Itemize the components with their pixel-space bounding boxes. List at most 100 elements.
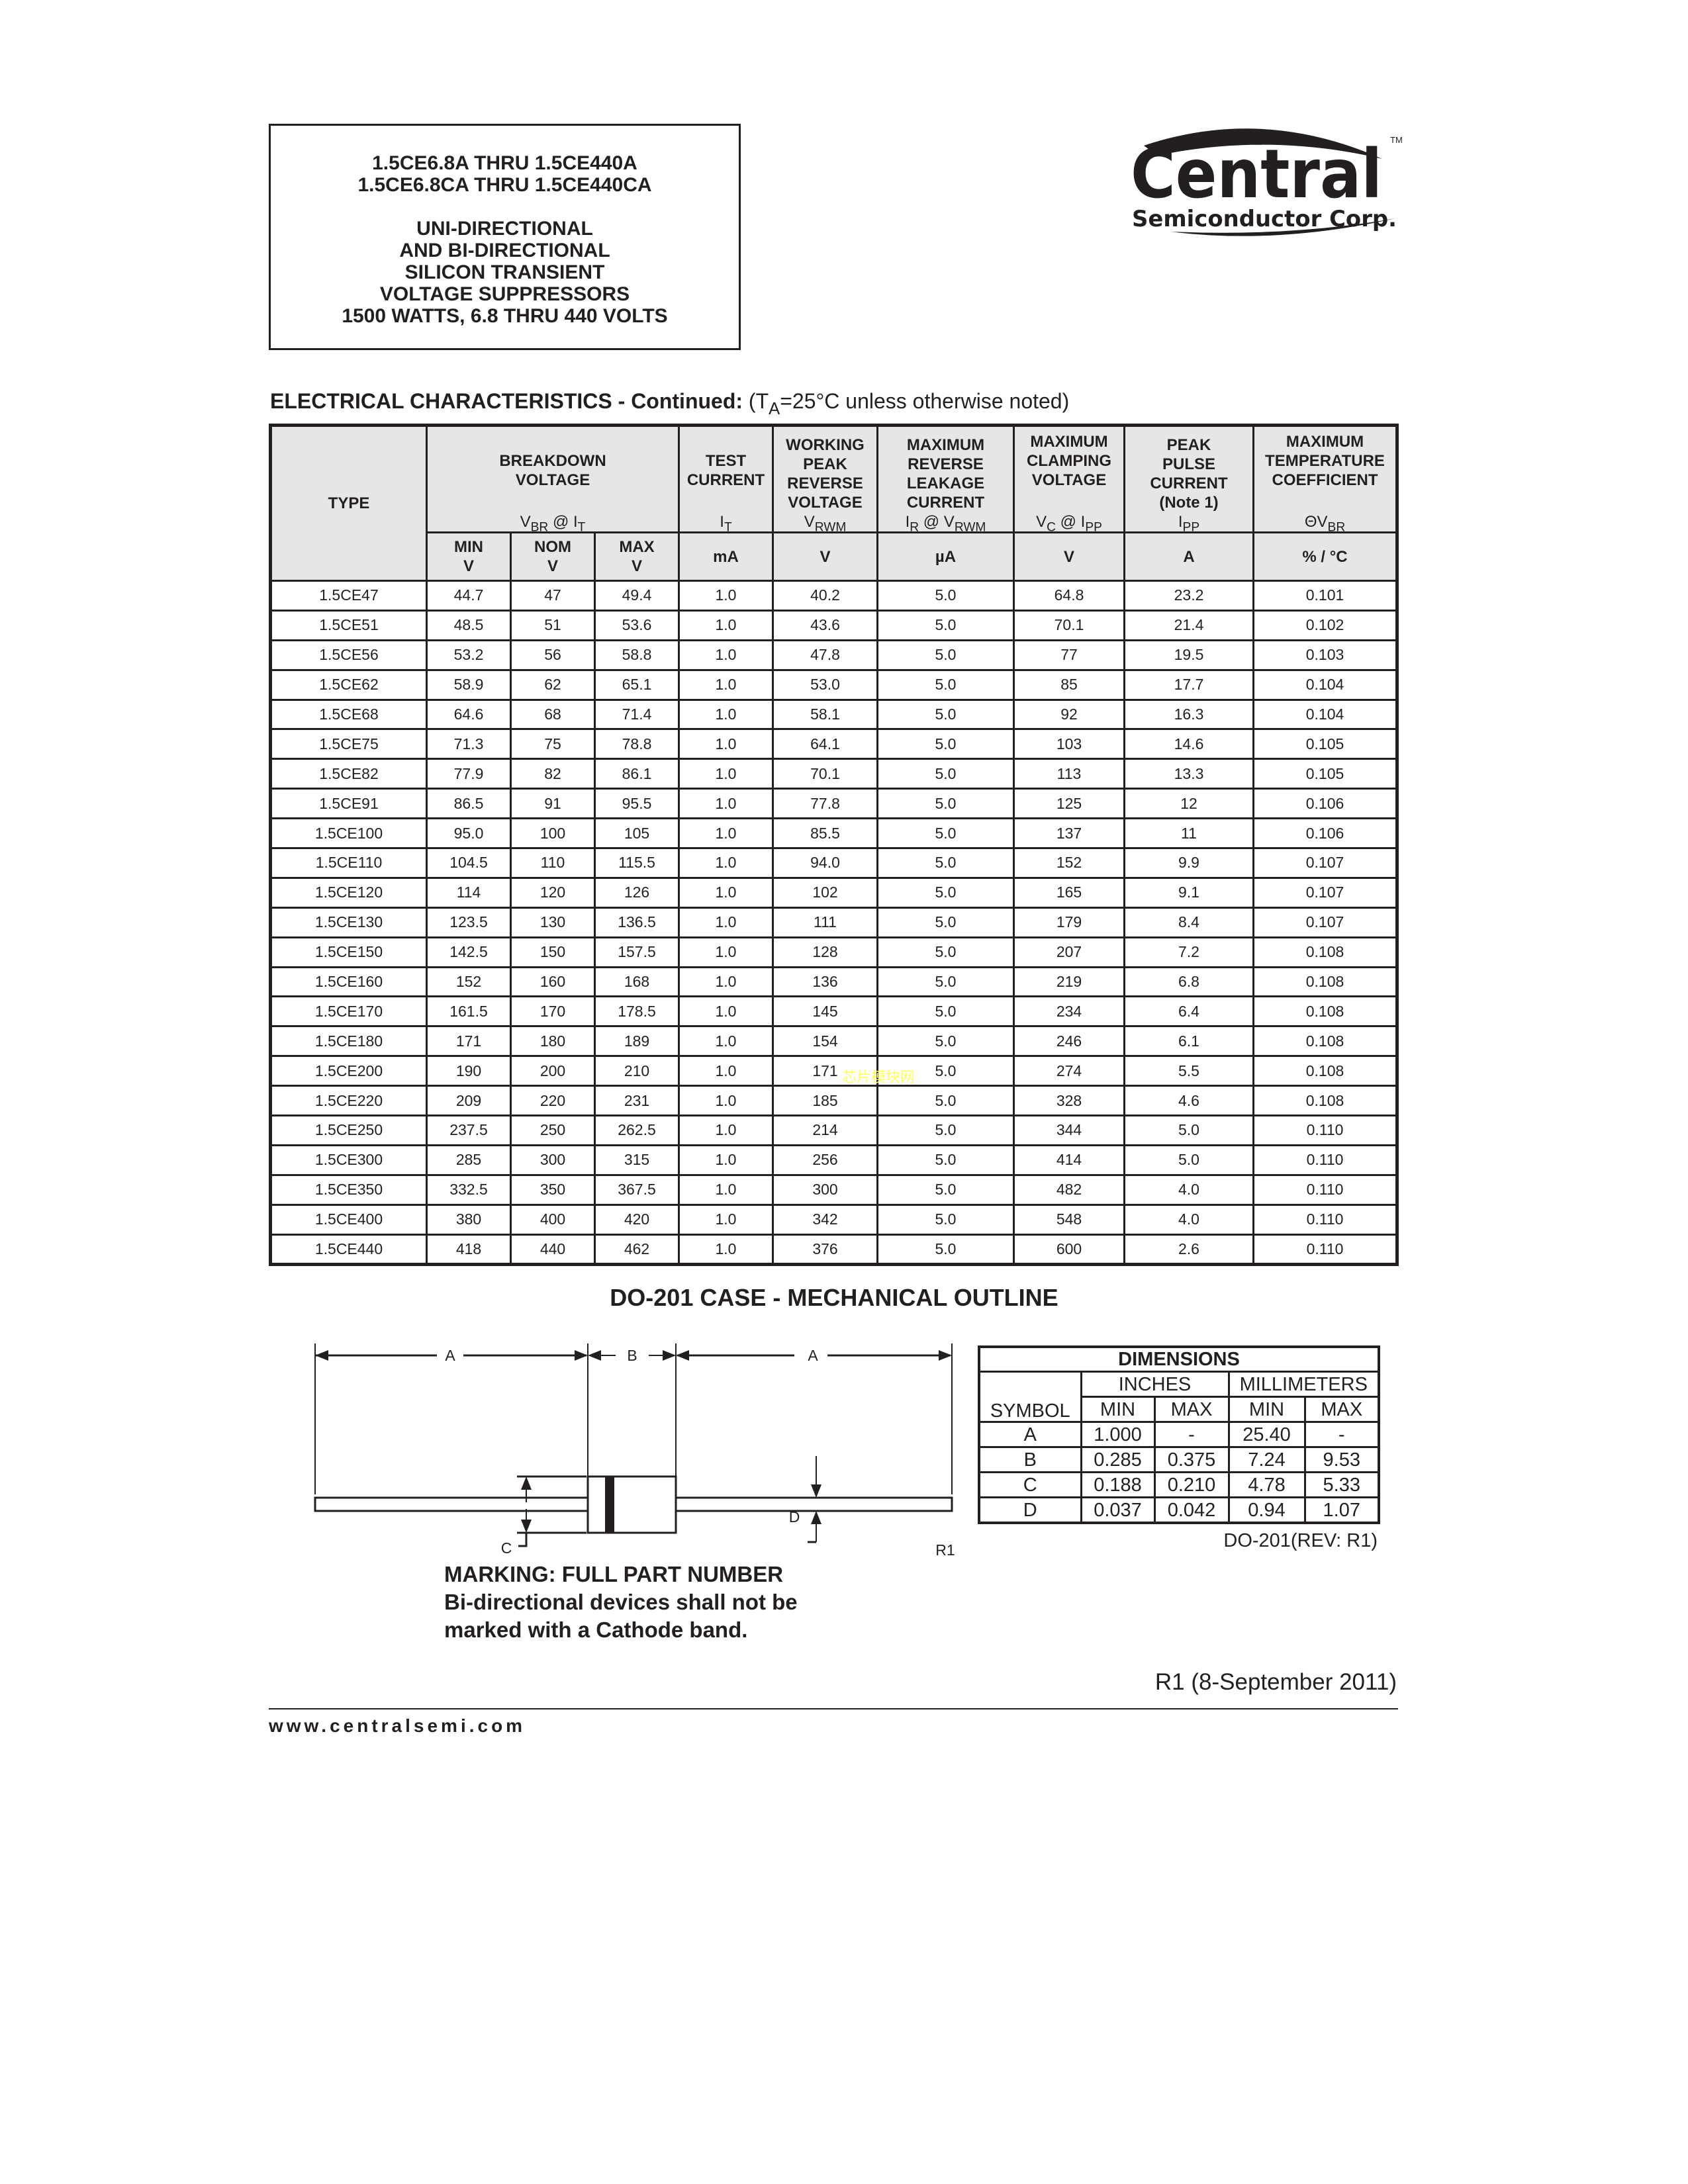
millimeters-header: MILLIMETERS — [1227, 1371, 1380, 1398]
value-cell: 0.108 — [1252, 1085, 1398, 1117]
value-cell: 5.0 — [876, 1173, 1015, 1206]
value-cell: 5.0 — [876, 1203, 1015, 1236]
header-clamping-voltage: MAXIMUM CLAMPING VOLTAGE VC @ IPP — [1013, 424, 1125, 534]
dimension-cell: 5.33 — [1303, 1471, 1380, 1498]
value-cell: 0.108 — [1252, 1055, 1398, 1087]
part-type-cell: 1.5CE56 — [269, 639, 428, 671]
value-cell: 6.8 — [1123, 966, 1254, 998]
value-cell: 137 — [1013, 817, 1125, 850]
value-cell: 342 — [772, 1203, 878, 1236]
header-working-voltage: WORKING PEAK REVERSE VOLTAGE VRWM — [772, 424, 878, 534]
symbol-cell: D — [978, 1496, 1082, 1524]
value-cell: 92 — [1013, 698, 1125, 731]
dimensions-title: DIMENSIONS — [978, 1345, 1380, 1373]
value-cell: 219 — [1013, 966, 1125, 998]
value-cell: 171 — [772, 1055, 878, 1087]
value-cell: 0.105 — [1252, 758, 1398, 790]
value-cell: 2.6 — [1123, 1233, 1254, 1266]
symbol-cell: B — [978, 1446, 1082, 1473]
value-cell: 0.104 — [1252, 668, 1398, 701]
value-cell: 111 — [772, 906, 878, 938]
table-row: 1.5CE68 64.6 68 71.4 1.0 58.1 5.0 92 16.3 0.104 — [269, 698, 1398, 731]
value-cell: 91 — [510, 788, 596, 820]
value-cell: 70.1 — [1013, 609, 1125, 641]
dim-label-a: A — [808, 1347, 818, 1364]
cathode-band — [605, 1477, 614, 1533]
value-cell: 9.1 — [1123, 876, 1254, 909]
unit-ua: µA — [876, 531, 1015, 582]
value-cell: 5.0 — [876, 758, 1015, 790]
part-type-cell: 1.5CE110 — [269, 847, 428, 879]
logo-sub: Semiconductor Corp. — [1132, 206, 1397, 232]
value-cell: 1.0 — [678, 1144, 774, 1176]
value-cell: 64.1 — [772, 728, 878, 760]
value-cell: 1.0 — [678, 639, 774, 671]
value-cell: 5.0 — [876, 1025, 1015, 1058]
title-box: 1.5CE6.8A THRU 1.5CE440A 1.5CE6.8CA THRU… — [269, 124, 741, 350]
value-cell: 5.0 — [876, 728, 1015, 760]
value-cell: 210 — [594, 1055, 680, 1087]
value-cell: 0.106 — [1252, 817, 1398, 850]
value-cell: 5.5 — [1123, 1055, 1254, 1087]
dimension-cell: 0.94 — [1227, 1496, 1306, 1524]
value-cell: 237.5 — [426, 1115, 512, 1146]
table-row: 1.5CE82 77.9 82 86.1 1.0 70.1 5.0 113 13.3 0.105 — [269, 758, 1398, 790]
dimension-cell: 4.78 — [1227, 1471, 1306, 1498]
value-cell: 5.0 — [876, 580, 1015, 612]
value-cell: 78.8 — [594, 728, 680, 760]
table-row: 1.5CE400 380 400 420 1.0 342 5.0 548 4.0 0.110 — [269, 1203, 1398, 1236]
value-cell: 5.0 — [876, 639, 1015, 671]
value-cell: 152 — [1013, 847, 1125, 879]
value-cell: 70.1 — [772, 758, 878, 790]
table-row: 1.5CE91 86.5 91 95.5 1.0 77.8 5.0 125 12 0.106 — [269, 788, 1398, 820]
value-cell: 179 — [1013, 906, 1125, 938]
marking-line: Bi-directional devices shall not be — [444, 1590, 798, 1614]
value-cell: 100 — [510, 817, 596, 850]
value-cell: 0.108 — [1252, 995, 1398, 1028]
value-cell: 600 — [1013, 1233, 1125, 1266]
value-cell: 380 — [426, 1203, 512, 1236]
value-cell: 123.5 — [426, 906, 512, 938]
value-cell: 75 — [510, 728, 596, 760]
value-cell: 53.6 — [594, 609, 680, 641]
value-cell: 344 — [1013, 1115, 1125, 1146]
part-type-cell: 1.5CE62 — [269, 668, 428, 701]
description-line: 1500 WATTS, 6.8 THRU 440 VOLTS — [342, 305, 668, 327]
table-row: 1.5CE350 332.5 350 367.5 1.0 300 5.0 482 4.0 0.11… — [269, 1173, 1398, 1206]
table-row: 1.5CE47 44.7 47 49.4 1.0 40.2 5.0 64.8 23.2 0.101 — [269, 580, 1398, 612]
value-cell: 85.5 — [772, 817, 878, 850]
value-cell: 86.1 — [594, 758, 680, 790]
value-cell: 120 — [510, 876, 596, 909]
value-cell: 5.0 — [876, 668, 1015, 701]
value-cell: 19.5 — [1123, 639, 1254, 671]
value-cell: 14.6 — [1123, 728, 1254, 760]
value-cell: 1.0 — [678, 1233, 774, 1266]
value-cell: 1.0 — [678, 1115, 774, 1146]
value-cell: 209 — [426, 1085, 512, 1117]
central-logo: Central TM Semiconductor Corp. — [1131, 128, 1403, 236]
website-link[interactable]: www.centralsemi.com — [269, 1715, 526, 1736]
value-cell: 0.108 — [1252, 936, 1398, 968]
part-type-cell: 1.5CE250 — [269, 1115, 428, 1146]
footer-divider — [269, 1708, 1398, 1709]
value-cell: 332.5 — [426, 1173, 512, 1206]
value-cell: 185 — [772, 1085, 878, 1117]
value-cell: 0.104 — [1252, 698, 1398, 731]
symbol-cell: C — [978, 1471, 1082, 1498]
unit-nom: NOM V — [510, 531, 596, 582]
value-cell: 58.1 — [772, 698, 878, 731]
value-cell: 152 — [426, 966, 512, 998]
value-cell: 0.110 — [1252, 1233, 1398, 1266]
min-header: MIN — [1227, 1396, 1306, 1423]
value-cell: 1.0 — [678, 1085, 774, 1117]
dim-label-d: D — [789, 1508, 800, 1525]
value-cell: 103 — [1013, 728, 1125, 760]
value-cell: 165 — [1013, 876, 1125, 909]
part-type-cell: 1.5CE82 — [269, 758, 428, 790]
value-cell: 160 — [510, 966, 596, 998]
part-type-cell: 1.5CE160 — [269, 966, 428, 998]
value-cell: 274 — [1013, 1055, 1125, 1087]
value-cell: 234 — [1013, 995, 1125, 1028]
value-cell: 1.0 — [678, 609, 774, 641]
value-cell: 0.107 — [1252, 847, 1398, 879]
